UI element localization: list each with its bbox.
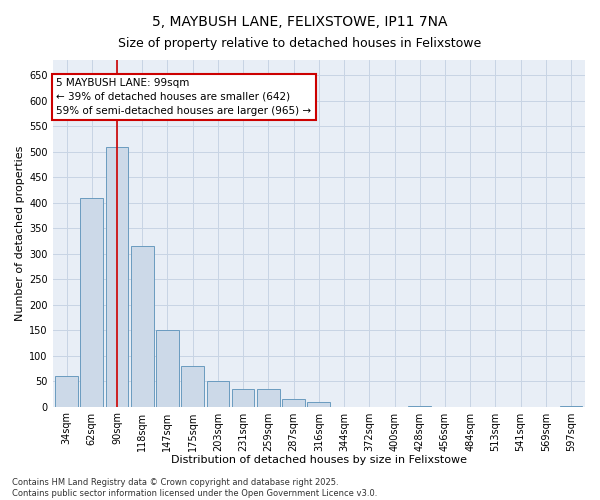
Bar	[131, 246, 154, 406]
Bar	[80, 198, 103, 406]
Y-axis label: Number of detached properties: Number of detached properties	[15, 146, 25, 321]
Text: Size of property relative to detached houses in Felixstowe: Size of property relative to detached ho…	[118, 38, 482, 51]
X-axis label: Distribution of detached houses by size in Felixstowe: Distribution of detached houses by size …	[171, 455, 467, 465]
Bar	[106, 146, 128, 406]
Bar	[55, 376, 78, 406]
Bar	[257, 389, 280, 406]
Text: 5, MAYBUSH LANE, FELIXSTOWE, IP11 7NA: 5, MAYBUSH LANE, FELIXSTOWE, IP11 7NA	[152, 15, 448, 29]
Bar	[232, 389, 254, 406]
Text: Contains HM Land Registry data © Crown copyright and database right 2025.
Contai: Contains HM Land Registry data © Crown c…	[12, 478, 377, 498]
Bar	[282, 399, 305, 406]
Bar	[307, 402, 330, 406]
Text: 5 MAYBUSH LANE: 99sqm
← 39% of detached houses are smaller (642)
59% of semi-det: 5 MAYBUSH LANE: 99sqm ← 39% of detached …	[56, 78, 311, 116]
Bar	[206, 381, 229, 406]
Bar	[181, 366, 204, 406]
Bar	[156, 330, 179, 406]
